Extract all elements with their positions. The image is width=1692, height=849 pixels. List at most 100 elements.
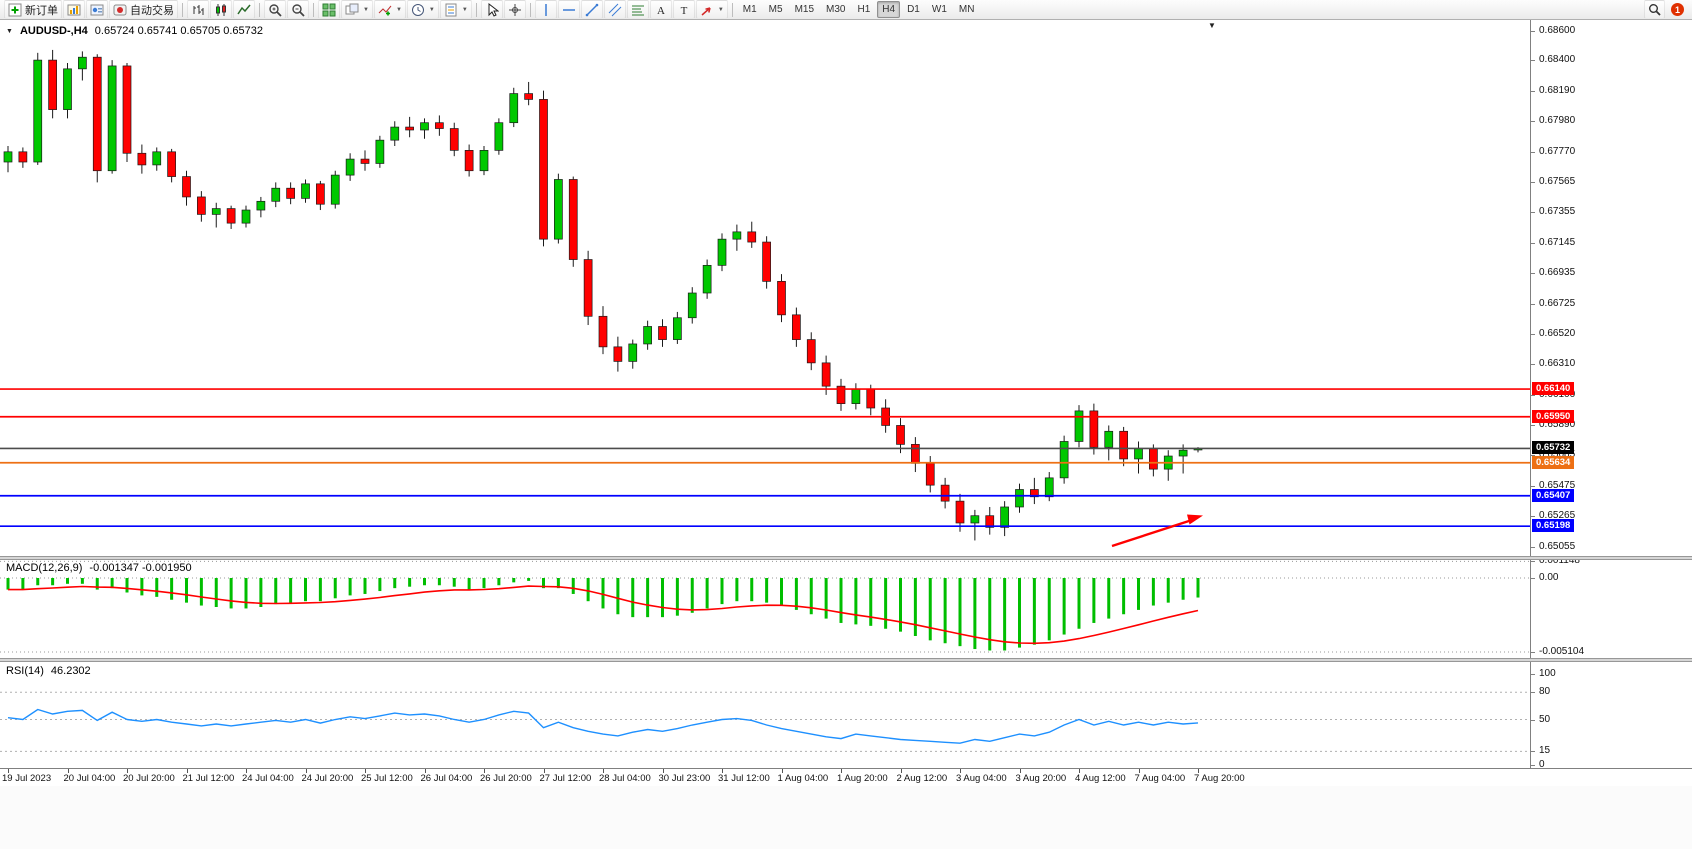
window-bottom xyxy=(0,786,1692,849)
price-tick-label: 0.66310 xyxy=(1539,358,1576,370)
arrows-button[interactable]: ▼ xyxy=(695,0,728,19)
text-button[interactable]: A xyxy=(649,0,672,19)
vertical-line-button[interactable] xyxy=(534,0,557,19)
chevron-down-icon: ▼ xyxy=(363,6,369,13)
rsi-tick-label: 50 xyxy=(1539,713,1551,725)
candle xyxy=(583,250,593,326)
auto-arrange-button[interactable]: ▼ xyxy=(341,0,373,19)
trendline-button[interactable] xyxy=(580,0,603,19)
time-tick-label: 7 Aug 04:00 xyxy=(1134,773,1186,784)
autotrading-button[interactable]: 自动交易 xyxy=(109,0,178,19)
macd-histogram xyxy=(6,578,1200,651)
bar-chart-button[interactable] xyxy=(187,0,209,19)
candle xyxy=(1163,450,1173,481)
price-tick-label: 0.65265 xyxy=(1539,510,1576,522)
time-tick xyxy=(841,769,842,773)
candle xyxy=(464,144,474,177)
candlestick-chart-button[interactable] xyxy=(210,0,232,19)
arrow-object[interactable] xyxy=(1111,514,1203,548)
timeframe-h1[interactable]: H1 xyxy=(857,4,871,15)
indicators-button[interactable]: ▼ xyxy=(373,0,406,19)
rsi-panel[interactable] xyxy=(0,662,1530,768)
candle xyxy=(241,205,251,228)
panel-separator[interactable] xyxy=(0,556,1692,560)
candle xyxy=(1059,435,1069,484)
periods-button[interactable]: ▼ xyxy=(406,0,439,19)
text-icon: A xyxy=(654,3,668,17)
candle xyxy=(226,205,236,229)
candle xyxy=(167,148,176,183)
tick-mark xyxy=(1531,561,1535,563)
timeframe-m5[interactable]: M5 xyxy=(768,4,783,15)
time-tick xyxy=(186,769,188,773)
timeframe-m30[interactable]: M30 xyxy=(826,4,846,15)
price-scale[interactable]: 0.68600 0.68400 0.68190 0.67980 0.67770 0.675… xyxy=(1530,20,1692,786)
timeframe-m1[interactable]: M1 xyxy=(742,4,757,15)
equidistant-channel-button[interactable] xyxy=(603,0,626,19)
tick-mark xyxy=(1531,212,1535,214)
toolbar-separator xyxy=(313,2,314,17)
price-tick-label: 0.67145 xyxy=(1539,236,1576,248)
tick-mark xyxy=(1531,751,1535,753)
label-icon: T xyxy=(677,3,691,17)
candle xyxy=(851,383,861,410)
candle xyxy=(330,170,340,209)
chevron-down-icon: ▼ xyxy=(428,6,435,13)
candle xyxy=(806,332,816,371)
search-icon xyxy=(1648,3,1661,16)
vline-icon xyxy=(539,3,553,17)
market-watch-button[interactable] xyxy=(63,0,85,19)
tile-windows-button[interactable] xyxy=(318,0,340,19)
timeframe-mn[interactable]: MN xyxy=(958,4,975,15)
candles-layer xyxy=(3,49,1203,541)
candle xyxy=(3,145,13,173)
panel-separator[interactable] xyxy=(0,658,1692,662)
line-chart-button[interactable] xyxy=(233,0,255,19)
templates-button[interactable]: ▼ xyxy=(439,0,472,19)
navigator-button[interactable] xyxy=(86,0,108,19)
zoom-in-button[interactable] xyxy=(264,0,286,19)
time-tick-label: 27 Jul 12:00 xyxy=(539,773,592,784)
candle xyxy=(420,118,429,139)
time-tick-label: 30 Jul 23:00 xyxy=(658,773,711,784)
time-scale[interactable]: 19 Jul 2023 20 Jul 04:00 20 Jul 20:00 21 Ju… xyxy=(0,768,1692,786)
timeframe-w1[interactable]: W1 xyxy=(931,4,947,15)
tick-mark xyxy=(1531,394,1535,396)
candle xyxy=(896,418,905,454)
tick-mark xyxy=(1531,242,1535,244)
cursor-button[interactable] xyxy=(480,0,503,19)
tick-mark xyxy=(1531,303,1535,305)
trendline-icon xyxy=(585,3,599,17)
timeframe-m15[interactable]: M15 xyxy=(794,4,815,15)
price-tick-label: 0.67355 xyxy=(1539,206,1576,218)
price-chart[interactable] xyxy=(0,20,1530,556)
zoom-out-button[interactable] xyxy=(287,0,309,19)
crosshair-button[interactable] xyxy=(503,0,526,19)
new-order-button[interactable]: 新订单 xyxy=(4,0,62,19)
candle xyxy=(509,87,519,128)
macd-panel[interactable] xyxy=(0,560,1530,658)
time-tick-label: 1 Aug 04:00 xyxy=(777,773,829,784)
macd-tick-label: 0.001148 xyxy=(1539,555,1580,567)
time-tick-label: 7 Aug 20:00 xyxy=(1194,773,1245,784)
tick-mark xyxy=(1531,692,1535,694)
price-tick-label: 0.66725 xyxy=(1539,297,1576,309)
candle xyxy=(18,147,28,168)
macd-tick-label: -0.005104 xyxy=(1539,646,1585,657)
price-tick-label: 0.67565 xyxy=(1539,175,1576,187)
fibonacci-button[interactable] xyxy=(626,0,649,19)
tick-mark xyxy=(1531,765,1535,766)
crosshair-icon xyxy=(508,3,522,17)
search-button[interactable] xyxy=(1644,0,1665,19)
timeframe-h4[interactable]: H4 xyxy=(877,1,901,18)
chart-shift-icon[interactable]: ▼ xyxy=(1208,21,1216,30)
candle xyxy=(1119,426,1128,467)
chart-menu-icon[interactable]: ▼ xyxy=(6,27,13,35)
shapes-icon xyxy=(700,3,714,17)
price-badge-0.66140: 0.66140 xyxy=(1532,382,1575,396)
timeframe-d1[interactable]: D1 xyxy=(907,4,920,15)
text-label-button[interactable]: T xyxy=(672,0,695,19)
time-tick-label: 31 Jul 12:00 xyxy=(718,773,770,784)
horizontal-line-button[interactable] xyxy=(557,0,580,19)
notification-badge[interactable]: 1 xyxy=(1671,3,1684,16)
